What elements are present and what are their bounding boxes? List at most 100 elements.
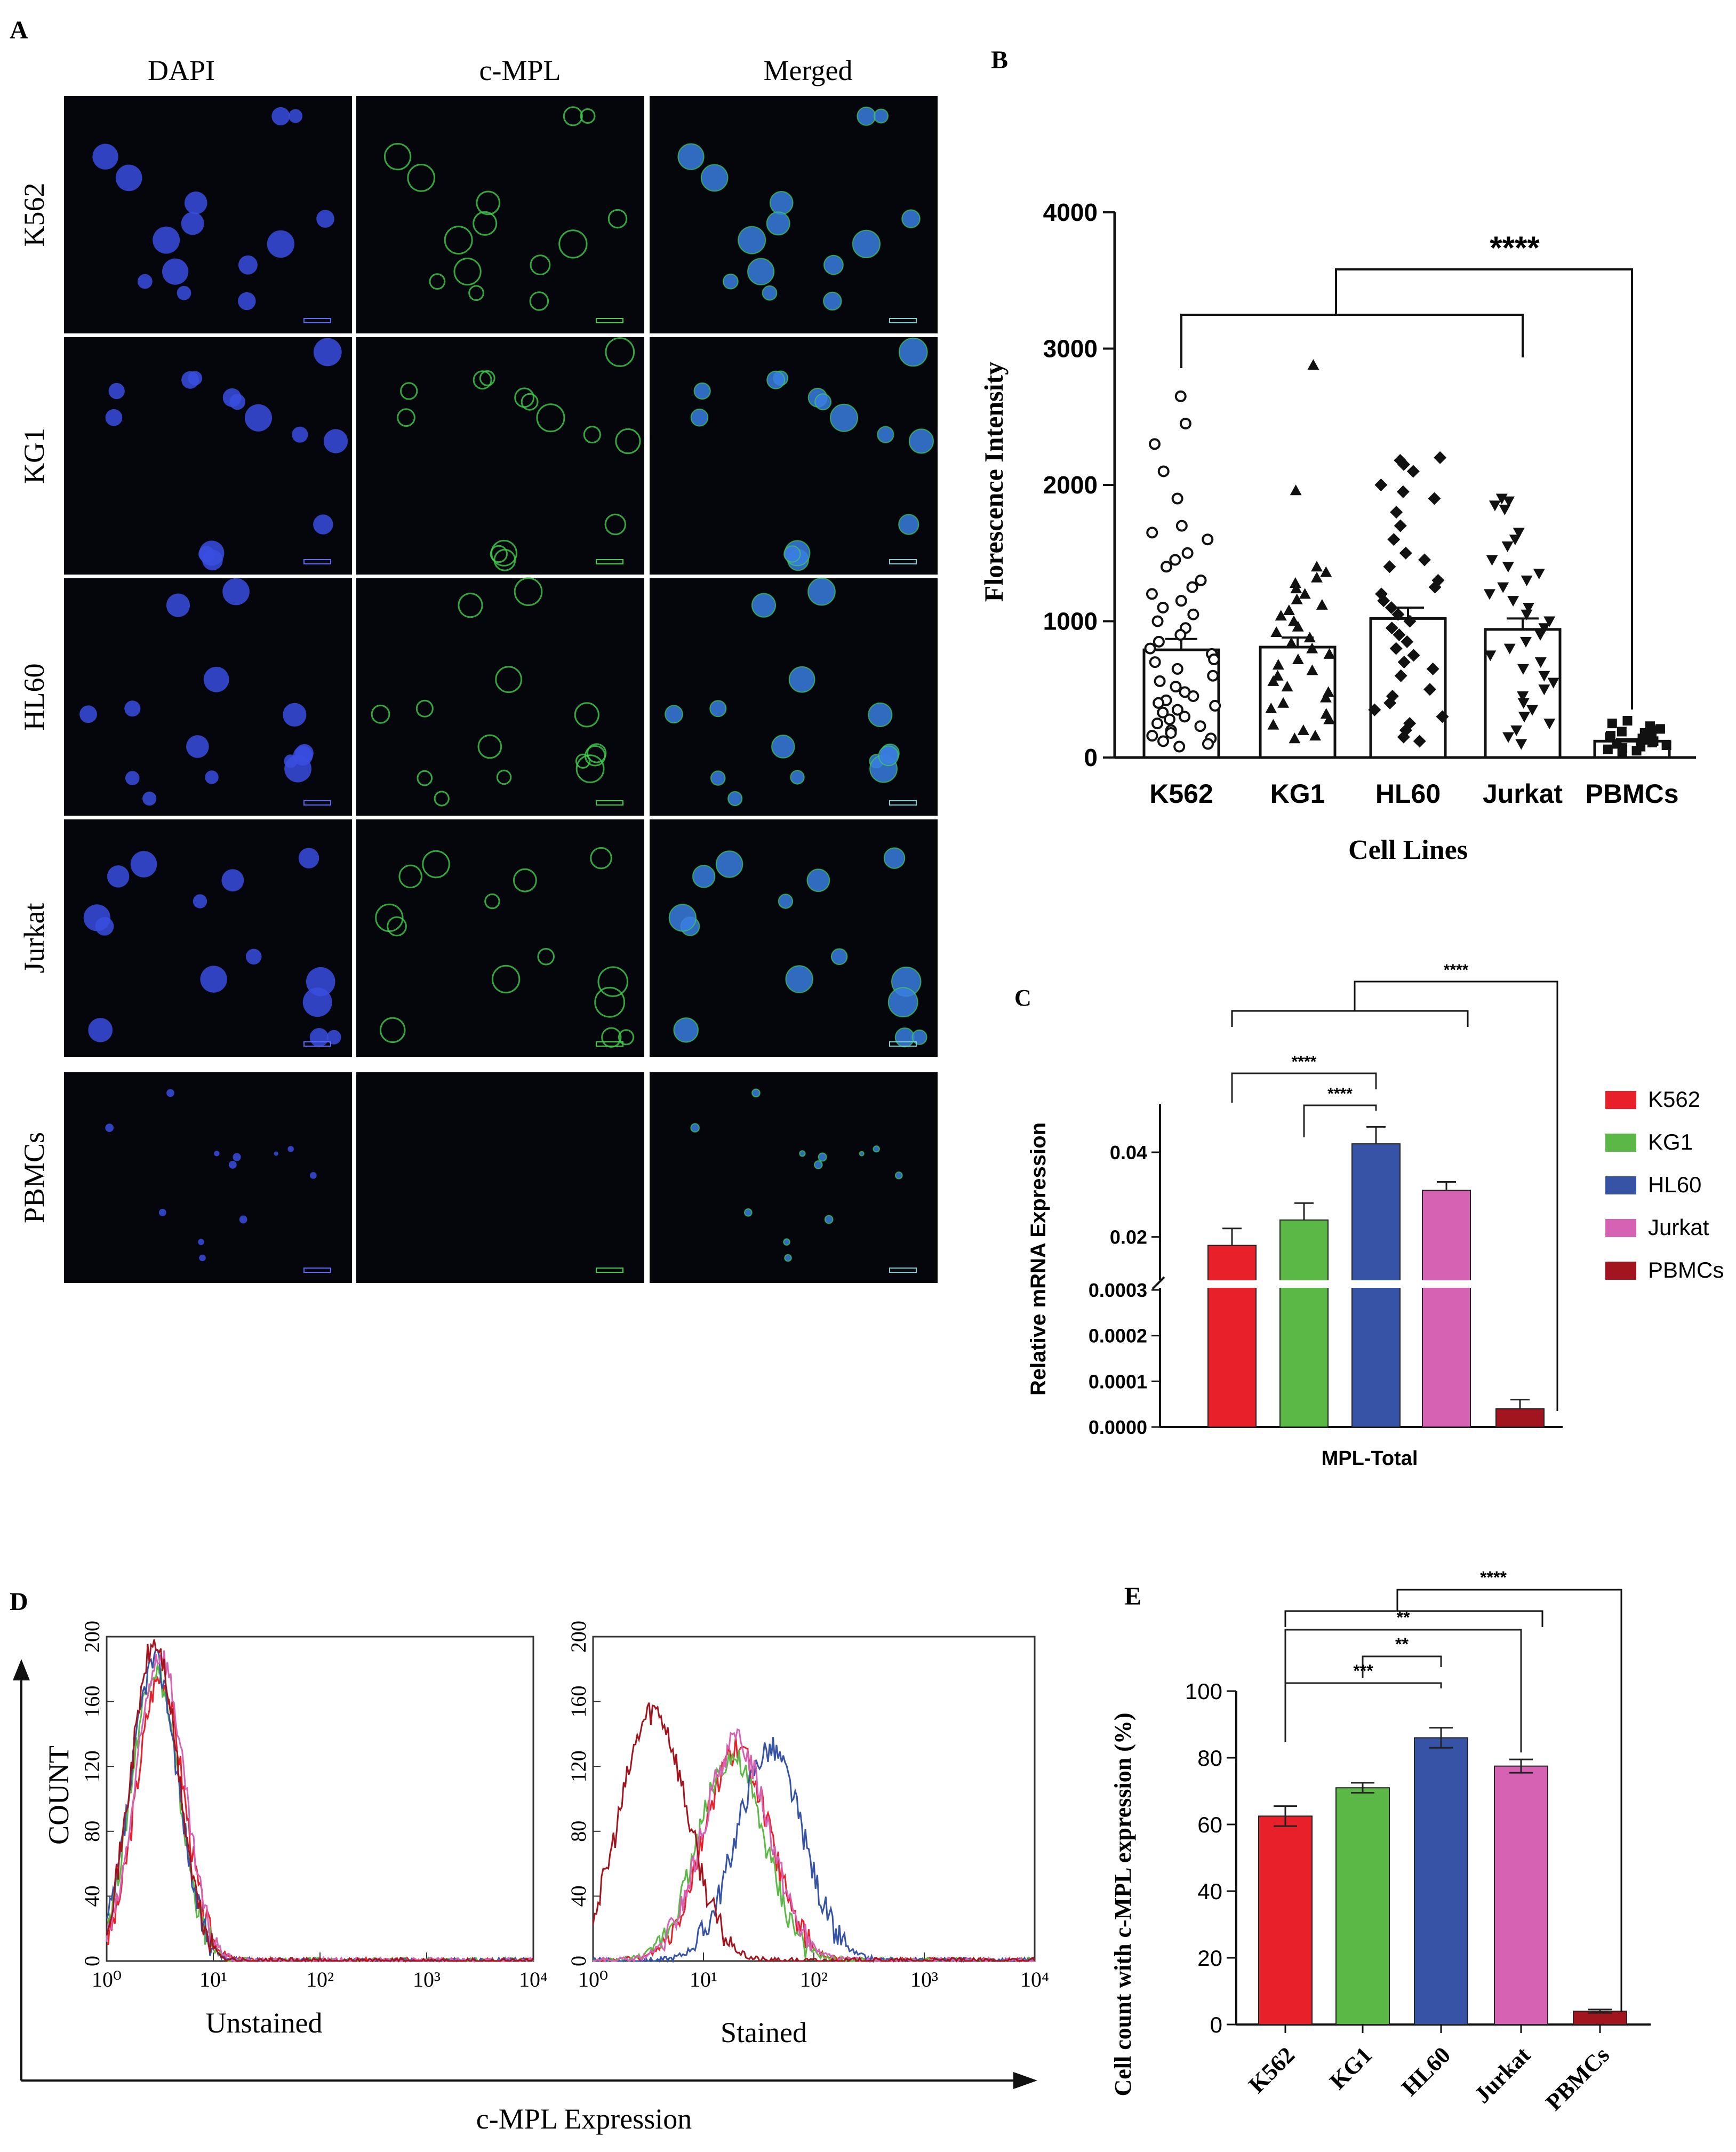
- merged-cell: [692, 865, 715, 888]
- b-point: [1323, 713, 1335, 724]
- c-bracket-kg1-hl60-label: ****: [1327, 1085, 1353, 1103]
- merged-cell: [767, 371, 785, 389]
- b-point: [1397, 458, 1410, 471]
- b-point: [1289, 732, 1301, 744]
- merged-membrane: [874, 108, 889, 124]
- b-point: [1510, 725, 1523, 736]
- b-ytick-label: 4000: [1043, 198, 1098, 226]
- c-ytick-label: 0.04: [1110, 1142, 1147, 1163]
- b-xtick-label: Jurkat: [1483, 779, 1563, 809]
- merged-membrane: [818, 1152, 827, 1162]
- e-bar-kg1: [1335, 1787, 1390, 2025]
- scale-bar: [596, 1268, 623, 1273]
- b-point: [1174, 390, 1187, 402]
- nucleus-dapi: [108, 382, 125, 400]
- membrane-cmpl: [605, 337, 635, 367]
- scale-bar: [596, 1041, 623, 1047]
- b-bracket-main: [1335, 268, 1633, 710]
- merged-membrane: [806, 868, 830, 892]
- image-kg1-col2: [650, 337, 938, 575]
- e-xtick-label: Jurkat: [1469, 2042, 1536, 2108]
- nucleus-dapi: [244, 404, 272, 432]
- merged-membrane: [715, 850, 743, 878]
- e-bracket-kg1-hl60-label: **: [1395, 1635, 1409, 1654]
- nucleus-dapi: [203, 666, 229, 692]
- nucleus-dapi: [214, 1151, 220, 1157]
- image-kg1-col0: [64, 337, 352, 575]
- d-ytick-label: 160: [80, 1686, 104, 1718]
- merged-cell: [665, 705, 683, 723]
- d-ytick-label: 80: [566, 1821, 590, 1842]
- nucleus-dapi: [107, 865, 130, 888]
- d-y-arrowhead: [13, 1659, 30, 1680]
- membrane-cmpl: [407, 164, 436, 192]
- b-point: [1151, 718, 1163, 730]
- b-point: [1149, 438, 1161, 450]
- panel-c-ylabel: Relative mRNA Expression: [1027, 1122, 1050, 1396]
- row-label-k562: K562: [18, 183, 50, 247]
- d-histogram-hl60: [593, 1737, 1035, 1964]
- row-label-pbmcs: PBMCs: [18, 1132, 50, 1223]
- merged-membrane: [823, 291, 842, 311]
- nucleus-dapi: [302, 987, 332, 1017]
- b-ytick-label: 0: [1084, 744, 1098, 771]
- membrane-cmpl: [530, 254, 551, 276]
- d-histogram-hl60: [106, 1648, 534, 1963]
- b-point: [1383, 696, 1397, 710]
- b-point: [1154, 675, 1166, 687]
- e-bracket-k562-hl60: [1284, 1682, 1442, 1742]
- merged-cell: [772, 735, 795, 758]
- c-legend-label-kg1: KG1: [1648, 1129, 1693, 1154]
- e-ytick-label: 80: [1197, 1745, 1222, 1771]
- merged-membrane: [693, 382, 711, 400]
- membrane-cmpl: [537, 947, 555, 966]
- b-point: [1503, 643, 1516, 655]
- d-xtick-label: 10²: [306, 1967, 334, 1991]
- b-point: [1202, 533, 1214, 546]
- b-point: [1179, 711, 1191, 723]
- b-xtick-label: PBMCs: [1585, 779, 1678, 809]
- b-point: [1285, 637, 1298, 648]
- merged-membrane: [784, 1254, 792, 1262]
- nucleus-dapi: [316, 210, 334, 228]
- merged-membrane: [762, 285, 778, 301]
- b-point: [1291, 593, 1303, 604]
- d-xtick-label: 10¹: [199, 1967, 227, 1991]
- membrane-cmpl: [479, 370, 495, 386]
- merged-cell: [823, 255, 843, 275]
- membrane-cmpl: [473, 370, 492, 390]
- merged-cell: [783, 1239, 790, 1246]
- nucleus-dapi: [245, 949, 262, 965]
- e-xtick-label: K562: [1244, 2042, 1300, 2098]
- b-point: [1146, 730, 1158, 742]
- membrane-cmpl: [574, 702, 599, 728]
- b-point: [1289, 577, 1301, 588]
- c-ytick-label: 0.0000: [1089, 1416, 1147, 1438]
- image-pbmcs-col1: [356, 1072, 644, 1283]
- merged-cell: [674, 1018, 698, 1042]
- nucleus-dapi: [125, 771, 140, 785]
- b-point: [1396, 485, 1410, 498]
- b-point: [1489, 500, 1501, 512]
- nucleus-dapi: [229, 394, 246, 410]
- b-point: [1165, 727, 1177, 739]
- b-point: [1543, 719, 1556, 730]
- d-ytick-label: 80: [80, 1821, 104, 1842]
- panel-c-chart: Relative mRNA Expression MPL-Total 0.000…: [1027, 961, 1724, 1470]
- merged-membrane: [673, 1017, 699, 1043]
- image-pbmcs-col2: [650, 1072, 938, 1283]
- image-pbmcs-col0: [64, 1072, 352, 1283]
- merged-membrane: [829, 403, 858, 432]
- nucleus-dapi: [92, 144, 118, 170]
- nucleus-dapi: [228, 1161, 237, 1169]
- b-point: [1423, 683, 1436, 696]
- nucleus-dapi: [198, 1239, 204, 1246]
- merged-membrane: [747, 258, 775, 285]
- b-point: [1543, 616, 1556, 627]
- panel-d-ylabel: COUNT: [43, 1745, 75, 1845]
- b-point: [1306, 664, 1318, 675]
- b-point: [1526, 705, 1539, 716]
- b-point: [1175, 595, 1187, 607]
- b-point: [1631, 746, 1642, 756]
- e-bracket-group: [1284, 1610, 1543, 1627]
